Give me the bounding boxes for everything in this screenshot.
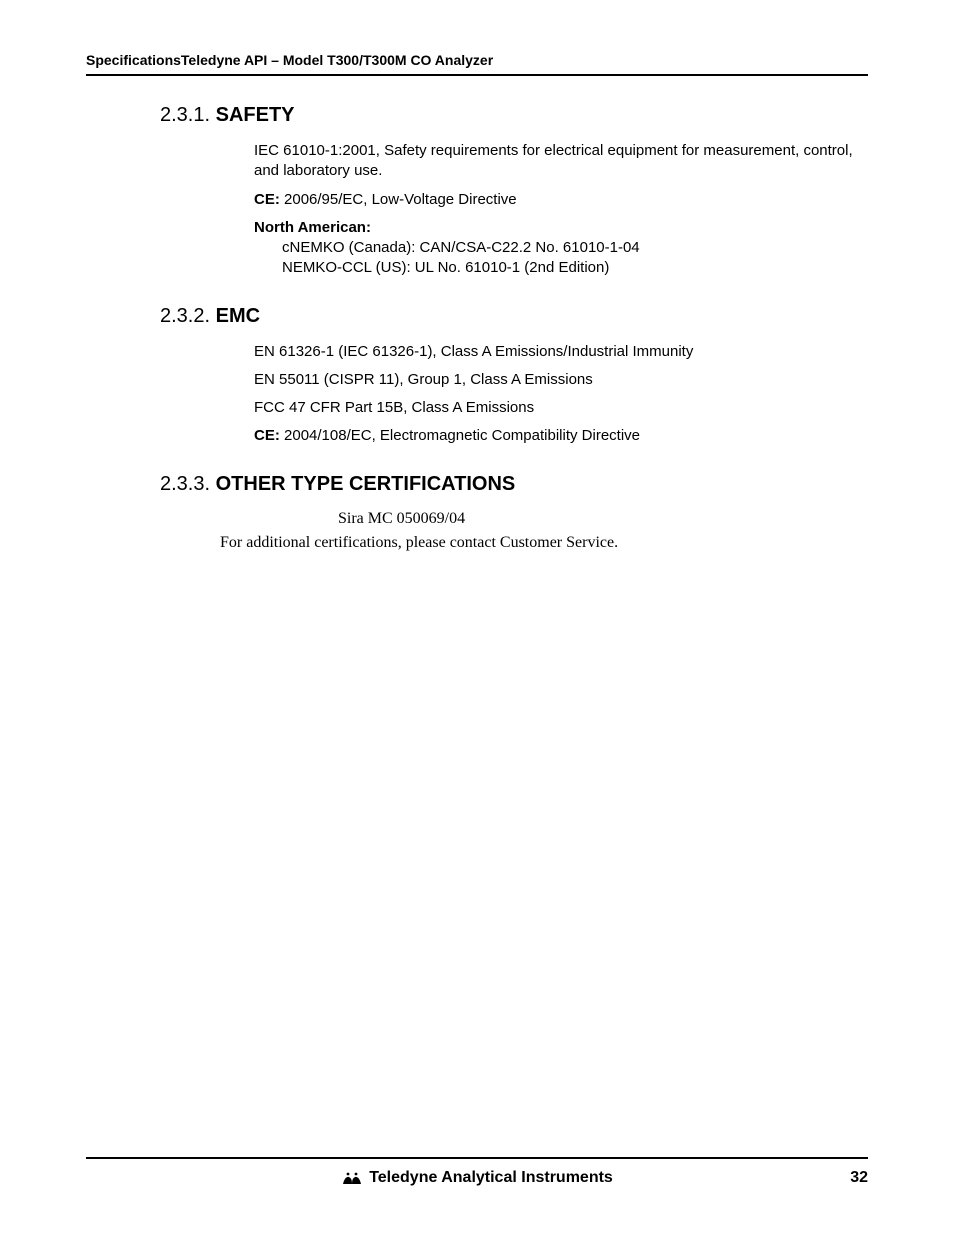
safety-intro: IEC 61010-1:2001, Safety requirements fo… <box>254 141 868 182</box>
page-content: SpecificationsTeledyne API – Model T300/… <box>0 0 954 552</box>
safety-body: IEC 61010-1:2001, Safety requirements fo… <box>254 141 868 279</box>
emc-line3: FCC 47 CFR Part 15B, Class A Emissions <box>254 398 868 418</box>
emc-ce-label: CE: <box>254 427 280 444</box>
section-other: 2.3.3. OTHER TYPE CERTIFICATIONS Sira MC… <box>86 473 868 552</box>
emc-title: EMC <box>216 305 260 327</box>
other-heading: 2.3.3. OTHER TYPE CERTIFICATIONS <box>160 473 868 496</box>
other-number: 2.3.3. <box>160 473 216 495</box>
emc-line1: EN 61326-1 (IEC 61326-1), Class A Emissi… <box>254 342 868 362</box>
section-emc: 2.3.2. EMC EN 61326-1 (IEC 61326-1), Cla… <box>86 305 868 447</box>
safety-na-label: North American: <box>254 218 868 238</box>
safety-ce-label: CE: <box>254 191 280 208</box>
page-footer: Teledyne Analytical Instruments 32 <box>86 1157 868 1187</box>
teledyne-logo-icon <box>341 1170 363 1186</box>
emc-body: EN 61326-1 (IEC 61326-1), Class A Emissi… <box>254 342 868 447</box>
emc-ce: CE: 2004/108/EC, Electromagnetic Compati… <box>254 426 868 446</box>
safety-heading: 2.3.1. SAFETY <box>160 104 868 127</box>
other-sira: Sira MC 050069/04 <box>338 510 868 528</box>
emc-line2: EN 55011 (CISPR 11), Group 1, Class A Em… <box>254 370 868 390</box>
section-safety: 2.3.1. SAFETY IEC 61010-1:2001, Safety r… <box>86 104 868 279</box>
safety-title: SAFETY <box>216 104 295 126</box>
header-right: Teledyne API – Model T300/T300M CO Analy… <box>181 52 493 68</box>
emc-number: 2.3.2. <box>160 305 216 327</box>
footer-company: Teledyne Analytical Instruments <box>369 1169 613 1187</box>
safety-number: 2.3.1. <box>160 104 216 126</box>
other-contact: For additional certifications, please co… <box>220 534 868 552</box>
emc-ce-text: 2004/108/EC, Electromagnetic Compatibili… <box>280 427 640 444</box>
safety-na-line1: cNEMKO (Canada): CAN/CSA-C22.2 No. 61010… <box>282 238 868 258</box>
footer-center: Teledyne Analytical Instruments <box>86 1169 868 1187</box>
header-left: Specifications <box>86 52 181 68</box>
other-title: OTHER TYPE CERTIFICATIONS <box>216 473 516 495</box>
safety-na-block: North American: cNEMKO (Canada): CAN/CSA… <box>254 218 868 279</box>
safety-ce-text: 2006/95/EC, Low-Voltage Directive <box>280 191 517 208</box>
emc-heading: 2.3.2. EMC <box>160 305 868 328</box>
safety-na-line2: NEMKO-CCL (US): UL No. 61010-1 (2nd Edit… <box>282 258 868 278</box>
safety-ce: CE: 2006/95/EC, Low-Voltage Directive <box>254 190 868 210</box>
page-header: SpecificationsTeledyne API – Model T300/… <box>86 52 868 76</box>
footer-page-number: 32 <box>850 1169 868 1187</box>
